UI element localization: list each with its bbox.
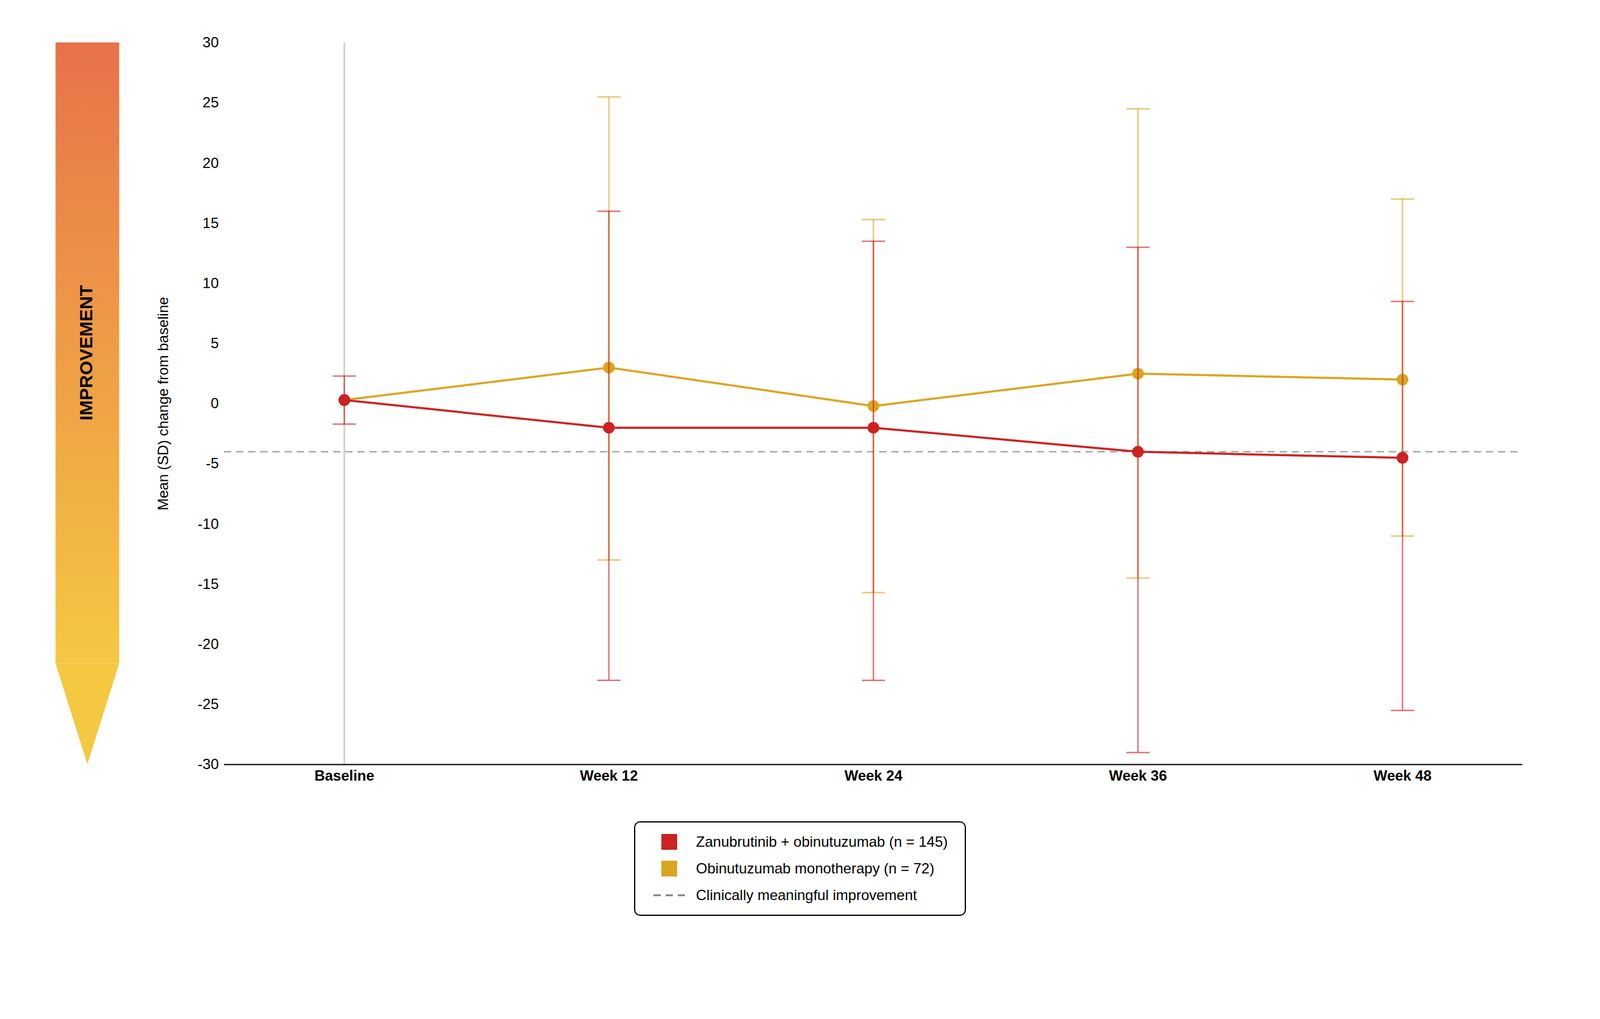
svg-text:Week 36: Week 36 [1108,767,1167,784]
svg-text:Baseline: Baseline [314,767,375,784]
svg-text:10: 10 [202,274,219,292]
svg-text:30: 30 [202,33,219,51]
svg-text:-20: -20 [197,635,219,653]
html-text:Clinically meaningful improvem: Clinically meaningful improvement [695,887,917,904]
svg-text:IMPROVEMENT: IMPROVEMENT [75,285,96,421]
svg-text:Week 48: Week 48 [1373,767,1432,784]
svg-text:Mean (SD) change from baseline: Mean (SD) change from baseline [154,296,171,511]
svg-text:-30: -30 [197,756,219,773]
svg-text:-10: -10 [197,515,219,533]
svg-text:5: 5 [210,334,219,352]
svg-text:Week 12: Week 12 [579,767,638,784]
svg-text:20: 20 [202,154,219,172]
svg-text:Week 24: Week 24 [843,767,903,784]
svg-text:-15: -15 [197,575,219,593]
svg-text:-5: -5 [205,455,219,472]
svg-text:25: 25 [202,94,219,111]
html-text:Zanubrutinib + obinutuzumab (n: Zanubrutinib + obinutuzumab (n = 145) [695,833,948,851]
svg-text:0: 0 [210,394,219,412]
svg-text:-25: -25 [197,695,219,713]
svg-text:15: 15 [202,214,219,232]
html-text:Obinutuzumab monotherapy (n =: Obinutuzumab monotherapy (n = 72) [695,860,935,877]
